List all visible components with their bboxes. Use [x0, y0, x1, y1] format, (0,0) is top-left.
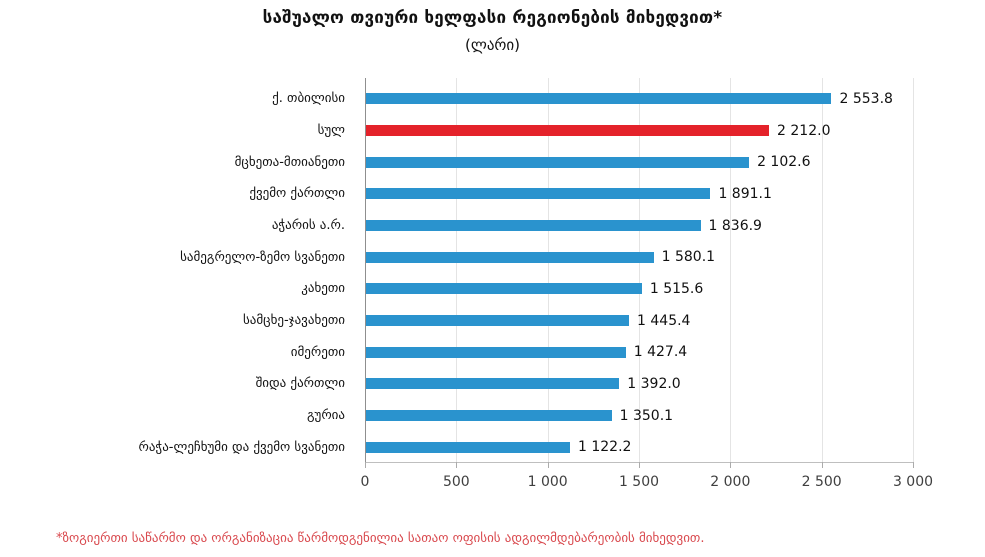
bar-row: 1 836.9: [365, 210, 913, 242]
gridline: [730, 78, 732, 463]
value-label: 1 836.9: [708, 217, 762, 234]
x-tick-label: 3 000: [892, 474, 934, 490]
axis-tick: [821, 462, 823, 468]
bar: [365, 315, 630, 327]
category-label: იმერეთი: [290, 344, 345, 360]
bar: [365, 283, 642, 295]
value-label: 1 392.0: [627, 375, 681, 392]
bar: [365, 410, 612, 422]
bar-row: 1 392.0: [365, 368, 913, 400]
category-label: სულ: [317, 123, 345, 138]
chart-title: საშუალო თვიური ხელფასი რეგიონების მიხედვ…: [262, 8, 723, 28]
x-tick-label: 0: [360, 474, 370, 490]
category-label: მცხეთა-მთიანეთი: [234, 154, 345, 170]
bar-row: 1 580.1: [365, 241, 913, 273]
x-tick-label: 1 500: [618, 474, 660, 490]
bar-row: 2 553.8: [365, 83, 913, 115]
category-label: შიდა ქართლი: [255, 376, 345, 392]
bar: [365, 346, 626, 358]
category-label: აჭარის ა.რ.: [271, 218, 345, 234]
bar-row: 2 102.6: [365, 146, 913, 178]
category-label: ქვემო ქართლი: [249, 186, 345, 202]
gridline: [913, 78, 914, 463]
value-label: 1 427.4: [633, 344, 688, 361]
category-label: გურია: [306, 408, 345, 424]
value-label: 2 553.8: [839, 90, 893, 107]
bar: [365, 188, 711, 200]
bar: [365, 156, 750, 168]
bar-row: 1 891.1: [365, 178, 913, 210]
gridline: [547, 78, 549, 463]
gridline: [456, 78, 458, 463]
category-label: ქ. თბილისი: [272, 91, 345, 107]
value-label: 1 515.6: [649, 280, 704, 297]
plot-area: 2 553.8 2 212.0 2 102.6 1 891.1 1 836.9 1 580…: [361, 78, 933, 490]
bar-row: 1 350.1: [365, 400, 913, 432]
chart-subtitle: (ლარი): [465, 36, 520, 54]
value-label: 1 891.1: [718, 185, 772, 202]
bar-row: 1 122.2: [365, 431, 913, 463]
y-axis-line: [365, 78, 366, 463]
category-label: რაჭა-ლეჩხუმი და ქვემო სვანეთი: [138, 439, 345, 455]
bar-rows: 2 553.8 2 212.0 2 102.6 1 891.1 1 836.9 1 580…: [365, 78, 913, 463]
axis-tick: [730, 462, 732, 468]
value-label: 1 122.2: [577, 439, 632, 456]
value-label: 2 212.0: [777, 122, 831, 139]
axis-tick: [639, 462, 640, 468]
bar: [365, 441, 570, 453]
bar-row: 2 212.0: [365, 115, 913, 147]
bar: [365, 220, 701, 232]
axis-tick: [913, 462, 914, 468]
bar-row: 1 515.6: [365, 273, 913, 305]
value-label: 1 445.4: [637, 312, 691, 329]
axis-tick: [456, 462, 458, 468]
axis-tick: [365, 462, 366, 468]
category-labels: ქ. თბილისი სულ მცხეთა-მთიანეთი ქვემო ქართლი…: [0, 78, 357, 463]
gridline: [821, 78, 823, 463]
value-label: 1 580.1: [661, 249, 716, 266]
bar-row: 1 445.4: [365, 305, 913, 337]
bar-highlight: [365, 125, 770, 136]
x-tick-label: 1 000: [527, 474, 568, 490]
bar: [365, 93, 832, 105]
bar: [365, 251, 654, 263]
bar-row: 1 427.4: [365, 336, 913, 368]
x-tick-label: 2 000: [710, 474, 751, 490]
gridline: [639, 78, 640, 463]
category-label: სამცხე-ჯავახეთი: [242, 313, 345, 329]
x-tick-label: 2 500: [801, 474, 842, 490]
value-label: 2 102.6: [757, 154, 811, 171]
bar: [365, 378, 620, 390]
grid-layer: [365, 78, 914, 463]
x-tick-label: 500: [442, 474, 470, 490]
category-label: კახეთი: [301, 281, 345, 297]
footnote: *ზოგიერთი საწარმო და ორგანიზაცია წარმოდგ…: [56, 531, 705, 546]
value-label: 1 350.1: [619, 407, 674, 424]
axis-tick: [547, 462, 549, 468]
category-label: სამეგრელო-ზემო სვანეთი: [180, 249, 345, 265]
